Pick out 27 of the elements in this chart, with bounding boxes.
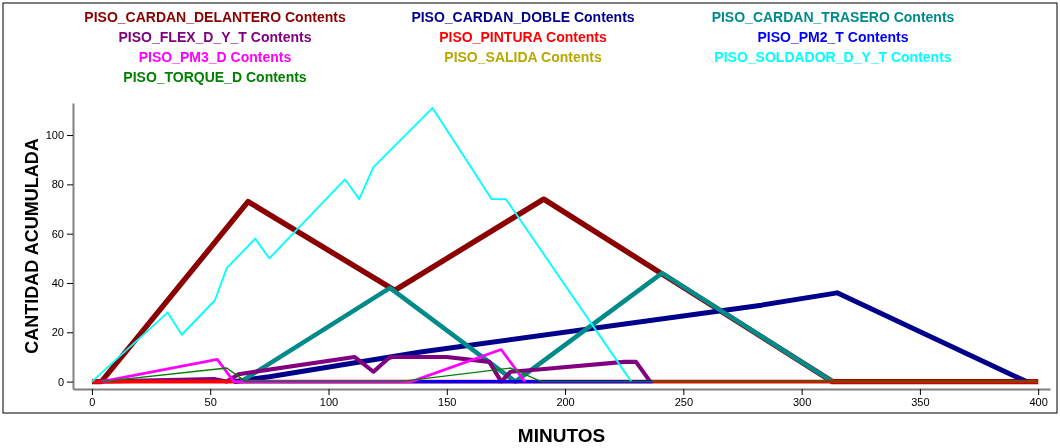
x-tick-label: 250	[674, 395, 694, 408]
y-tick-label: 80	[51, 178, 64, 191]
legend-label: PISO_SALIDA Contents	[444, 49, 602, 65]
text: PISO_CARDAN_DELANTERO Contents	[84, 9, 346, 25]
y-tick-label: 100	[45, 129, 64, 142]
x-tick-label: 0	[89, 395, 96, 408]
text: PISO_SOLDADOR_D_Y_T Contents	[714, 49, 952, 65]
x-tick-label: 350	[911, 395, 930, 408]
x-tick-label: 100	[319, 395, 339, 408]
text: PISO_PM2_T Contents	[757, 29, 909, 45]
x-tick-label: 200	[556, 395, 575, 408]
y-tick-label: 0	[57, 375, 64, 388]
text: PISO_CARDAN_DOBLE Contents	[411, 9, 635, 25]
x-tick-label: 150	[438, 395, 457, 408]
y-tick-label: 60	[51, 227, 64, 240]
x-tick-label: 300	[792, 395, 812, 408]
y-axis-title: CANTIDAD ACUMULADA	[22, 138, 42, 354]
text: PISO_FLEX_D_Y_T Contents	[118, 29, 312, 45]
x-tick-label: 400	[1029, 395, 1048, 408]
text: PISO_PINTURA Contents	[439, 29, 607, 45]
text: PISO_TORQUE_D Contents	[123, 69, 307, 85]
text: PISO_CARDAN_TRASERO Contents	[711, 9, 955, 25]
x-axis-title: MINUTOS	[517, 425, 606, 446]
y-tick-label: 20	[51, 326, 64, 339]
text: PISO_PM3_D Contents	[138, 49, 292, 65]
y-tick-label: 40	[51, 277, 64, 289]
x-tick-label: 50	[204, 395, 217, 408]
